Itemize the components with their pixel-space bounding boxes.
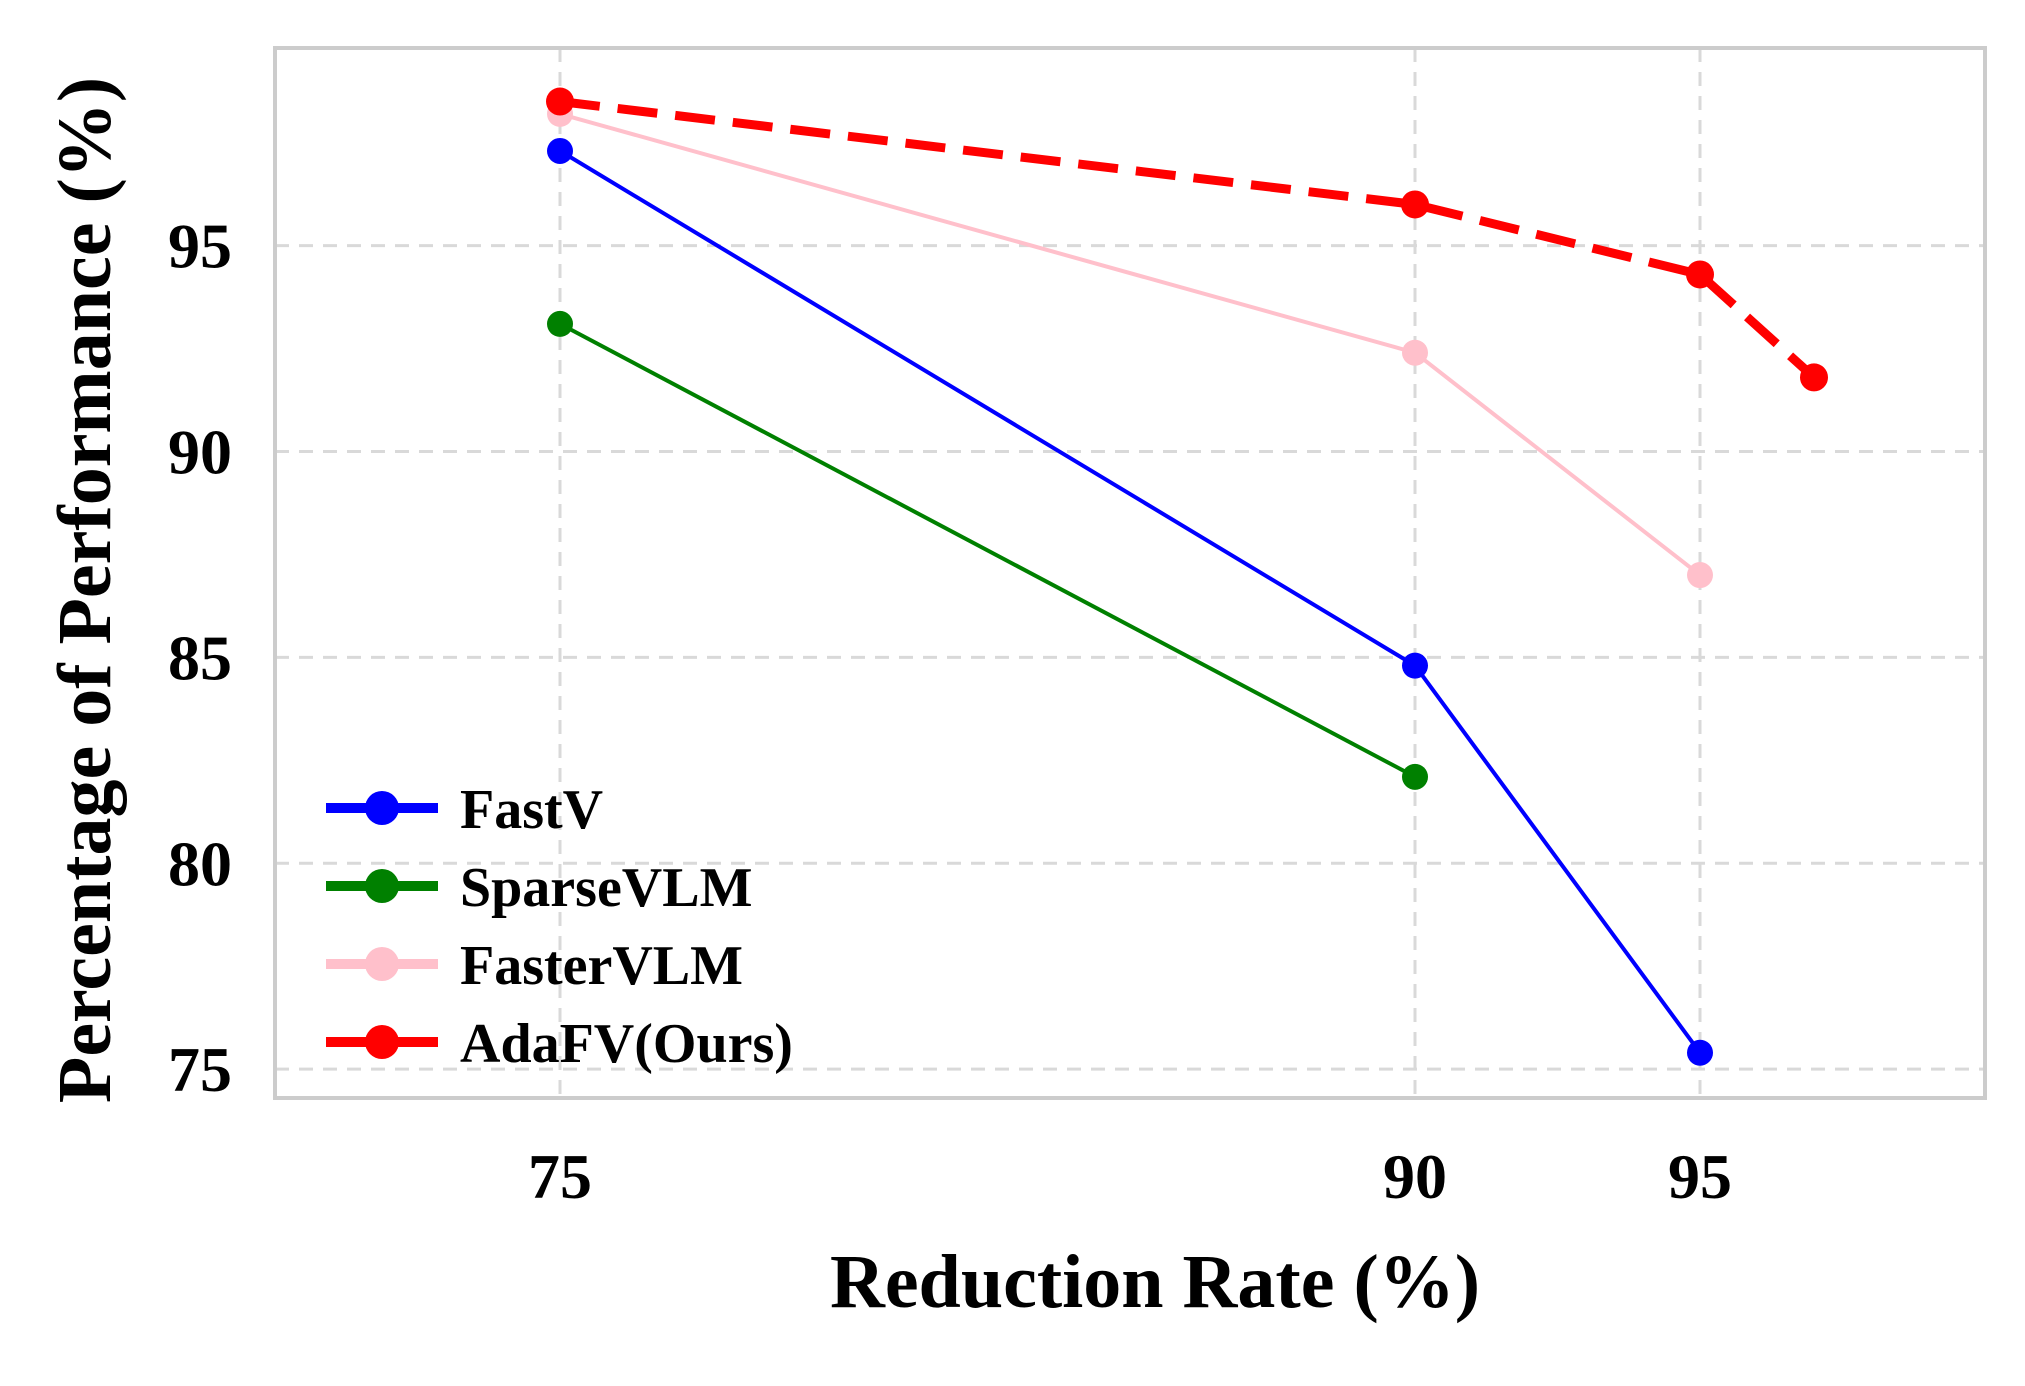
- legend-label-adafv-ours: AdaFV(Ours): [460, 1013, 793, 1075]
- grid-lines: [275, 48, 1985, 1098]
- series-line-adafv-ours: [559, 97, 1818, 381]
- x-tick-label-90: 90: [1383, 1141, 1447, 1212]
- legend: FastV SparseVLM FasterVLM AdaFV(Ours): [326, 779, 793, 1075]
- y-axis-title: Percentage of Performance (%): [43, 77, 127, 1103]
- y-tick-label-75: 75: [168, 1034, 232, 1105]
- legend-marker-fastervlm: [365, 947, 399, 981]
- series-sparsevlm: [547, 310, 1428, 790]
- x-tick-label-95: 95: [1668, 1141, 1732, 1212]
- series-adafv-ours: [546, 87, 1828, 392]
- data-point-sparsevlm-1: [1402, 763, 1428, 790]
- data-point-fastv-1: [1402, 652, 1428, 679]
- y-tick-labels: 75 80 85 90 95: [168, 211, 232, 1106]
- x-axis-title: Reduction Rate (%): [830, 1240, 1480, 1324]
- legend-item-fastv: FastV: [326, 779, 603, 841]
- x-tick-labels: 75 90 95: [528, 1141, 1732, 1212]
- data-point-fastv-0: [547, 137, 573, 164]
- data-point-adafv-ours-1: [1401, 190, 1429, 219]
- legend-marker-sparsevlm: [365, 869, 399, 903]
- legend-label-fastv: FastV: [460, 779, 603, 841]
- series-line-sparsevlm: [559, 322, 1416, 779]
- y-tick-label-80: 80: [168, 828, 232, 899]
- data-point-adafv-ours-2: [1686, 260, 1714, 289]
- legend-marker-adafv-ours: [365, 1025, 399, 1059]
- legend-label-sparsevlm: SparseVLM: [460, 857, 752, 919]
- plot-frame: [273, 46, 1987, 1100]
- data-point-adafv-ours-0: [546, 87, 574, 116]
- data-point-fastv-2: [1687, 1039, 1713, 1066]
- legend-item-fastervlm: FasterVLM: [326, 935, 743, 997]
- x-tick-label-75: 75: [528, 1141, 592, 1212]
- series-layer: [546, 87, 1828, 1066]
- legend-marker-fastv: [365, 791, 399, 825]
- series-fastv: [547, 137, 1713, 1066]
- y-tick-label-95: 95: [168, 211, 232, 282]
- legend-item-sparsevlm: SparseVLM: [326, 857, 752, 919]
- data-point-fastervlm-1: [1402, 339, 1428, 366]
- y-tick-label-90: 90: [168, 417, 232, 488]
- data-point-adafv-ours-3: [1800, 363, 1828, 392]
- y-tick-label-85: 85: [168, 622, 232, 693]
- legend-item-adafv-ours: AdaFV(Ours): [326, 1013, 793, 1075]
- data-point-sparsevlm-0: [547, 310, 573, 337]
- legend-label-fastervlm: FasterVLM: [460, 935, 743, 997]
- data-point-fastervlm-2: [1687, 562, 1713, 589]
